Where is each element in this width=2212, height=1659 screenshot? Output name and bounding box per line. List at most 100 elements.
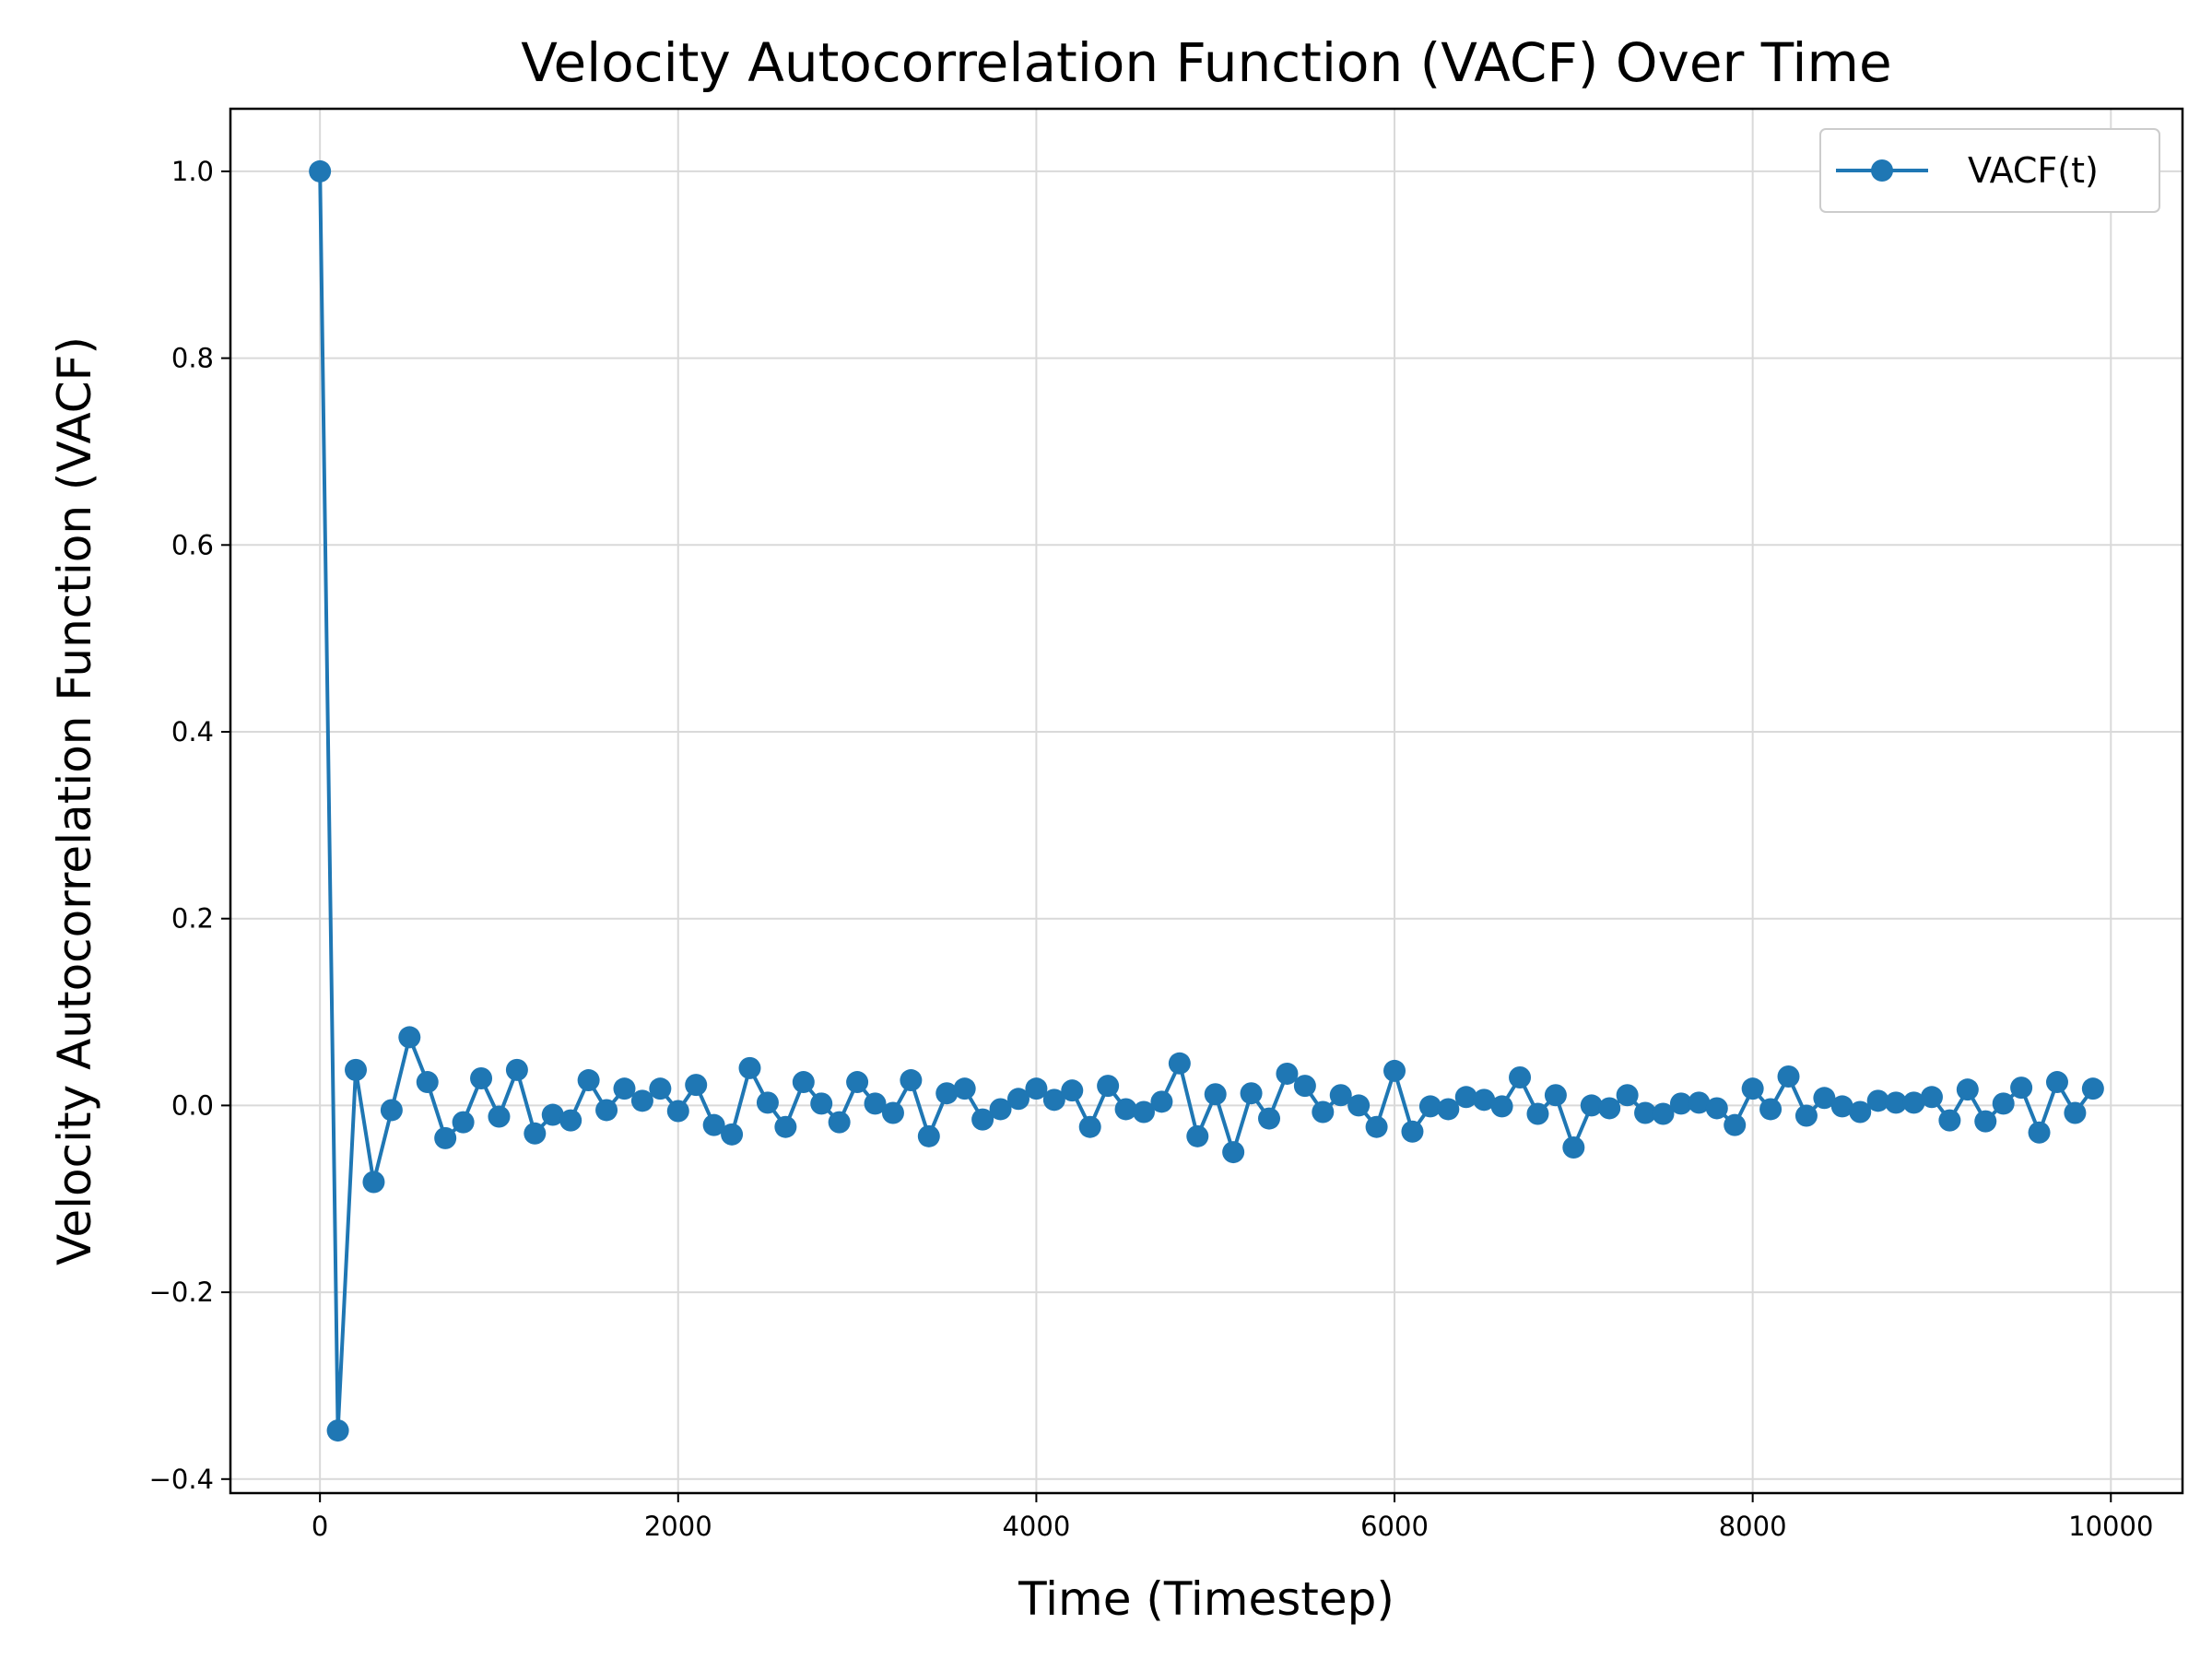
data-point xyxy=(1598,1097,1621,1120)
series-layer xyxy=(309,159,2104,1442)
y-tick-label: −0.2 xyxy=(149,1277,214,1308)
data-point xyxy=(2081,1077,2104,1100)
data-point xyxy=(1974,1110,1997,1133)
y-tick-label: −0.4 xyxy=(149,1464,214,1495)
data-point xyxy=(1992,1092,2015,1115)
data-point xyxy=(1132,1100,1155,1124)
x-tick-label: 6000 xyxy=(1360,1511,1429,1542)
data-point xyxy=(1365,1115,1388,1138)
data-point xyxy=(1186,1124,1209,1147)
data-point xyxy=(1724,1113,1747,1136)
data-point xyxy=(1006,1088,1030,1111)
data-point xyxy=(488,1105,511,1128)
x-axis-title: Time (Timestep) xyxy=(1018,1572,1394,1626)
data-point xyxy=(1544,1084,1567,1107)
y-tick-label: 0.8 xyxy=(171,343,214,374)
data-point xyxy=(1759,1098,1783,1121)
data-point xyxy=(613,1077,636,1100)
data-point xyxy=(1258,1107,1281,1130)
data-point xyxy=(1509,1065,1532,1088)
data-point xyxy=(345,1058,368,1081)
data-point xyxy=(1669,1092,1692,1115)
data-point xyxy=(1490,1095,1513,1118)
data-point xyxy=(1741,1077,1764,1100)
data-point xyxy=(828,1111,851,1134)
data-point xyxy=(685,1074,708,1097)
data-point xyxy=(864,1092,887,1115)
data-point xyxy=(1240,1082,1263,1105)
data-point xyxy=(326,1419,349,1442)
data-point xyxy=(810,1092,833,1115)
data-point xyxy=(1097,1075,1120,1098)
data-point xyxy=(1042,1088,1065,1112)
data-point xyxy=(1526,1102,1549,1125)
data-point xyxy=(470,1067,493,1090)
data-point xyxy=(380,1099,403,1122)
data-point xyxy=(1616,1084,1639,1107)
data-point xyxy=(1473,1088,1496,1112)
y-tick-label: 0.2 xyxy=(171,903,214,935)
data-point xyxy=(721,1123,744,1146)
plot-frame xyxy=(229,107,2184,1495)
data-point xyxy=(1061,1079,1084,1102)
data-point xyxy=(1652,1102,1675,1125)
x-tick-label: 4000 xyxy=(1002,1511,1070,1542)
data-point xyxy=(1634,1101,1657,1124)
data-point xyxy=(774,1115,797,1138)
data-point xyxy=(595,1099,618,1122)
data-point xyxy=(1078,1115,1101,1138)
data-point xyxy=(362,1171,385,1194)
data-point xyxy=(1383,1059,1406,1082)
data-point xyxy=(1688,1091,1711,1114)
data-point xyxy=(559,1109,582,1132)
data-point xyxy=(1114,1098,1137,1121)
y-tick-label: 0.4 xyxy=(171,716,214,747)
data-point xyxy=(1777,1065,1800,1088)
data-point xyxy=(1885,1091,1908,1114)
data-point xyxy=(541,1103,564,1126)
data-point xyxy=(2064,1101,2087,1124)
data-point xyxy=(1705,1097,1728,1120)
data-point xyxy=(416,1071,439,1094)
data-point xyxy=(1025,1077,1048,1100)
data-point xyxy=(1437,1098,1460,1121)
data-point xyxy=(630,1089,653,1112)
data-point xyxy=(398,1026,421,1049)
data-point xyxy=(2028,1121,2051,1144)
chart-title: Velocity Autocorrelation Function (VACF)… xyxy=(521,31,1891,94)
data-point xyxy=(935,1082,959,1105)
data-point xyxy=(1938,1109,1961,1132)
x-tick-label: 10000 xyxy=(2068,1511,2153,1542)
y-axis-title: Velocity Autocorrelation Function (VACF) xyxy=(48,336,101,1265)
data-point xyxy=(1454,1086,1477,1109)
y-tick-label: 0.6 xyxy=(171,529,214,560)
data-point xyxy=(1562,1136,1585,1159)
data-point xyxy=(1222,1141,1245,1164)
x-tick-label: 8000 xyxy=(1719,1511,1787,1542)
data-point xyxy=(577,1069,600,1092)
data-point xyxy=(1866,1089,1889,1112)
data-point xyxy=(881,1101,904,1124)
data-point xyxy=(434,1126,457,1149)
series-line xyxy=(318,171,2095,1433)
data-point xyxy=(1347,1094,1371,1117)
data-point xyxy=(702,1113,725,1136)
data-point xyxy=(1813,1087,1836,1110)
legend-box xyxy=(1819,128,2160,213)
legend: VACF(t) xyxy=(1819,128,2160,213)
data-point xyxy=(524,1122,547,1145)
data-point xyxy=(1276,1062,1299,1085)
data-point xyxy=(452,1111,475,1134)
legend-marker-sample xyxy=(1871,159,1893,182)
legend-label: VACF(t) xyxy=(1968,150,2099,191)
data-point xyxy=(738,1056,761,1079)
data-point xyxy=(1293,1075,1316,1098)
data-point xyxy=(846,1071,869,1094)
data-point xyxy=(505,1058,528,1081)
data-point xyxy=(989,1098,1012,1121)
data-point xyxy=(649,1077,672,1100)
x-tick-label: 0 xyxy=(312,1511,328,1542)
data-point xyxy=(666,1100,689,1123)
